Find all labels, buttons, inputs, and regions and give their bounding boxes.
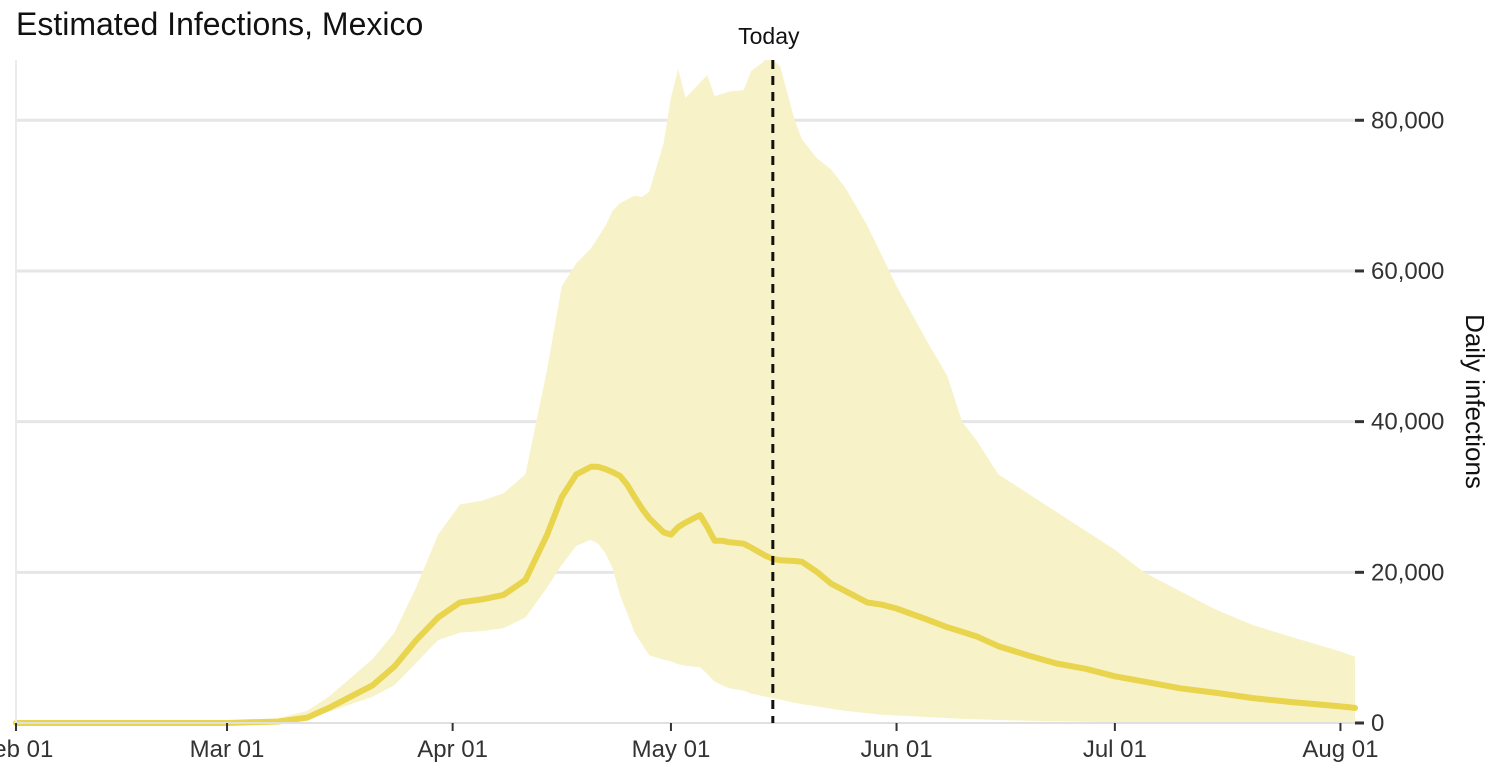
x-tick-label: May 01 — [632, 736, 711, 763]
x-tick-label: Jun 01 — [861, 736, 933, 763]
x-tick-label: Apr 01 — [417, 736, 488, 763]
y-tick-label: 60,000 — [1371, 258, 1444, 285]
chart-title: Estimated Infections, Mexico — [16, 6, 424, 42]
y-tick-label: 0 — [1371, 710, 1384, 737]
x-tick-label: Feb 01 — [0, 736, 53, 763]
axes: Feb 01 Mar 01 Apr 01 May 01 Jun 01 Jul 01 Aug … — [0, 60, 1490, 763]
median-line-layer — [13, 463, 1358, 726]
median-line — [13, 463, 1358, 726]
y-tick-label: 20,000 — [1371, 559, 1444, 586]
y-tick-label: 40,000 — [1371, 409, 1444, 436]
x-tick-label: Aug 01 — [1302, 736, 1378, 763]
y-axis-title: Daily infections — [1460, 314, 1490, 489]
x-tick-label: Mar 01 — [190, 736, 265, 763]
confidence-band — [16, 60, 1355, 723]
confidence-band-layer — [16, 60, 1355, 723]
today-annotation: Today — [738, 23, 800, 723]
y-tick-label: 80,000 — [1371, 107, 1444, 134]
today-label: Today — [738, 23, 800, 49]
x-tick-label: Jul 01 — [1083, 736, 1147, 763]
